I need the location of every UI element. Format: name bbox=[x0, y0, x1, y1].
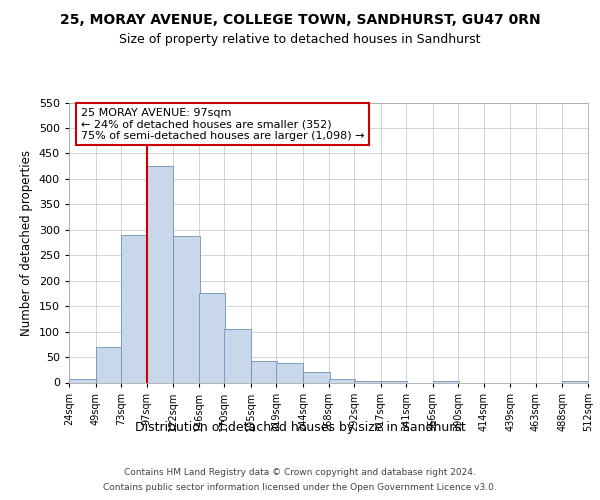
Text: 25 MORAY AVENUE: 97sqm
← 24% of detached houses are smaller (352)
75% of semi-de: 25 MORAY AVENUE: 97sqm ← 24% of detached… bbox=[80, 108, 364, 141]
Text: 25, MORAY AVENUE, COLLEGE TOWN, SANDHURST, GU47 0RN: 25, MORAY AVENUE, COLLEGE TOWN, SANDHURS… bbox=[59, 12, 541, 26]
Bar bbox=[146, 166, 173, 382]
Bar bbox=[251, 360, 277, 382]
Text: Size of property relative to detached houses in Sandhurst: Size of property relative to detached ho… bbox=[119, 32, 481, 46]
Bar bbox=[199, 294, 226, 382]
Bar bbox=[380, 381, 407, 382]
Bar bbox=[329, 379, 355, 382]
Bar bbox=[121, 235, 148, 382]
Text: Distribution of detached houses by size in Sandhurst: Distribution of detached houses by size … bbox=[134, 421, 466, 434]
Y-axis label: Number of detached properties: Number of detached properties bbox=[20, 150, 33, 336]
Text: Contains HM Land Registry data © Crown copyright and database right 2024.: Contains HM Land Registry data © Crown c… bbox=[124, 468, 476, 477]
Bar bbox=[69, 379, 95, 382]
Bar bbox=[277, 363, 303, 382]
Bar bbox=[95, 347, 122, 382]
Bar bbox=[354, 381, 380, 382]
Text: Contains public sector information licensed under the Open Government Licence v3: Contains public sector information licen… bbox=[103, 483, 497, 492]
Bar bbox=[173, 236, 200, 382]
Bar bbox=[303, 372, 329, 382]
Bar bbox=[224, 329, 251, 382]
